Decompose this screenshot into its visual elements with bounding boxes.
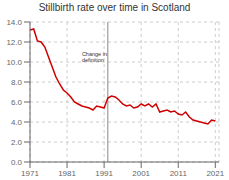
svg-text:8.0: 8.0	[11, 78, 23, 87]
svg-text:14.0: 14.0	[8, 18, 23, 27]
svg-text:2001: 2001	[132, 169, 150, 178]
svg-text:1971: 1971	[21, 169, 39, 178]
svg-text:4.0: 4.0	[11, 118, 23, 127]
svg-text:0.0: 0.0	[11, 158, 23, 167]
svg-text:12.0: 12.0	[8, 38, 23, 47]
svg-text:6.0: 6.0	[11, 98, 23, 107]
svg-text:2011: 2011	[170, 169, 188, 178]
svg-text:10.0: 10.0	[8, 58, 23, 67]
svg-text:Change indefinition: Change indefinition	[82, 51, 107, 64]
svg-text:2021: 2021	[206, 169, 221, 178]
svg-text:1981: 1981	[58, 169, 76, 178]
html-text:Stillbirth rate over time in S: Stillbirth rate over time in Scotland	[38, 2, 191, 13]
svg-text:2.0: 2.0	[11, 138, 23, 147]
svg-text:1991: 1991	[95, 169, 113, 178]
